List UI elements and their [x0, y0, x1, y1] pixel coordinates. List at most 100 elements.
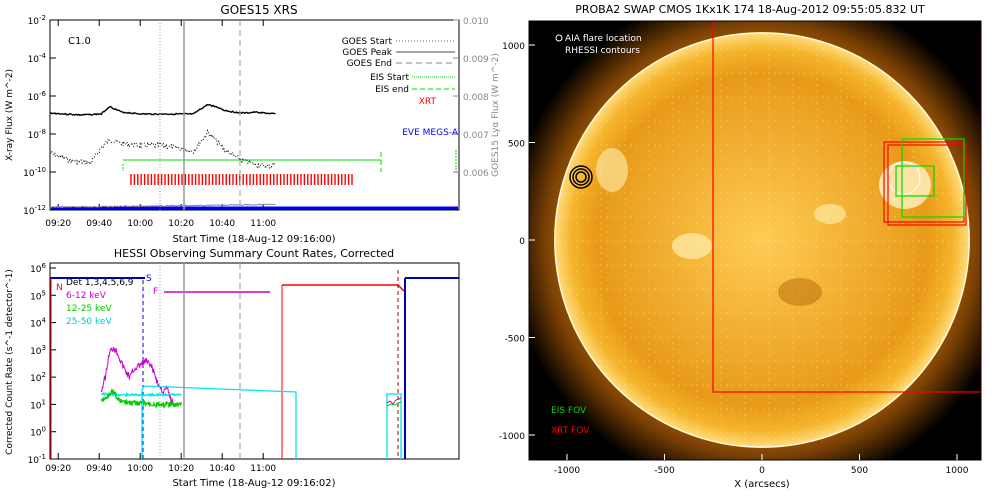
goes-y-tick-label: 10-6: [28, 90, 47, 103]
hessi-y-label: Corrected Count Rate (s^-1 detector^-1): [5, 269, 15, 455]
hessi-cyan-window: [141, 385, 297, 459]
goes-y-label-right: GOES15 Lyα Flux (W m^-2): [491, 53, 501, 177]
goes-y-tick-label: 10-12: [23, 204, 46, 217]
goes-panel: GOES15 XRS 09:20 09:40 10:00 10:20 10:40 11:0…: [5, 3, 501, 245]
active-region-4: [596, 148, 628, 192]
hessi-magenta-late: [386, 397, 402, 405]
legend-aia-swatch: [555, 34, 563, 42]
hessi-flag-f: F: [153, 287, 158, 297]
swap-y-axis: 1000 500 0 -500 -1000: [499, 42, 535, 442]
xrt-fov-large: [712, 21, 981, 393]
solar-grid: [555, 33, 969, 447]
legend-hessi-25-50: 25-50 keV: [66, 317, 112, 327]
hessi-x-tick-label: 10:40: [209, 464, 235, 474]
legend-aia-label: AIA flare location: [565, 34, 642, 44]
hessi-y-tick-label: 102: [30, 371, 46, 384]
hessi-y-tick-label: 104: [30, 317, 46, 330]
swap-x-axis: -1000 -500 0 500 1000: [554, 454, 969, 476]
legend-eis-start-label: EIS Start: [370, 73, 409, 83]
hessi-x-label: Start Time (18-Aug-12 09:16:02): [172, 478, 335, 489]
hessi-x-tick-label: 09:40: [86, 464, 112, 474]
legend-hessi-6-12: 6-12 keV: [66, 291, 107, 301]
hessi-y-tick-label: 103: [30, 344, 46, 357]
hessi-y-tick-label: 106: [30, 262, 46, 275]
goes-x-tick-label: 11:00: [250, 219, 276, 229]
swap-y-tick-label: -500: [505, 335, 526, 345]
rhessi-contour-2: [572, 168, 590, 186]
goes-y-tick-right-label: 0.010: [463, 17, 489, 27]
swap-title: PROBA2 SWAP CMOS 1Kx1K 174 18-Aug-2012 0…: [575, 3, 925, 16]
goes-y-axis: 10-2 10-4 10-6 10-8 10-10 10-12: [23, 14, 56, 217]
goes-x-axis: 09:20 09:40 10:00 10:20 10:40 11:00: [45, 20, 276, 229]
xrt-fov-2: [887, 144, 967, 226]
goes-plot-frame: [49, 19, 460, 211]
swap-y-tick-label: -1000: [499, 432, 525, 442]
legend-rhessi-swatch: [555, 46, 563, 54]
hessi-x-axis: 09:20 09:40 10:00 10:20 10:40 11:00: [45, 453, 276, 474]
eis-fov-1: [901, 138, 965, 218]
hessi-green-late: [386, 401, 402, 407]
goes-x-tick-label: 10:40: [209, 219, 235, 229]
solar-limb: [554, 32, 970, 448]
swap-y-tick-label: 0: [519, 237, 525, 247]
dark-region: [778, 278, 822, 306]
hessi-x-tick-label: 10:20: [168, 464, 194, 474]
hessi-panel: HESSI Observing Summary Count Rates, Cor…: [5, 247, 460, 489]
hessi-night-end: [397, 284, 405, 292]
goes-y-label: X-ray Flux (W m^-2): [5, 69, 15, 161]
swap-x-tick-label: 1000: [946, 466, 969, 476]
legend-hessi-det: Det 1,3,4,5,6,9: [66, 278, 134, 288]
goes-y-tick-right-label: 0.008: [463, 93, 489, 103]
goes-long-series: [49, 103, 276, 116]
goes-y-tick-right-label: 0.006: [463, 169, 489, 179]
hessi-plot-frame: [49, 262, 460, 460]
swap-x-tick-label: 500: [851, 466, 868, 476]
goes-legend: GOES Start GOES Peak GOES End EIS Start …: [342, 37, 459, 138]
hessi-title: HESSI Observing Summary Count Rates, Cor…: [114, 247, 394, 260]
swap-y-tick-label: 1000: [502, 42, 525, 52]
goes-lya-series: [49, 203, 276, 209]
swap-legend: AIA flare location RHESSI contours EIS F…: [551, 34, 642, 436]
hessi-y-tick-label: 101: [30, 398, 46, 411]
hessi-x-tick-label: 10:00: [127, 464, 153, 474]
hessi-y-tick-label: 105: [30, 289, 46, 302]
swap-x-label: X (arcsecs): [734, 479, 790, 490]
hessi-y-axis: 106 105 104 103 102 101 100 10-1: [28, 262, 56, 466]
goes-x-label: Start Time (18-Aug-12 09:16:00): [172, 234, 335, 245]
legend-goes-peak-label: GOES Peak: [342, 48, 392, 58]
hessi-flag-n: N: [56, 283, 63, 293]
goes-x-tick-label: 10:00: [127, 219, 153, 229]
swap-x-tick-label: -500: [654, 466, 675, 476]
goes-flare-class: C1.0: [68, 36, 91, 47]
rhessi-contour-3: [569, 165, 593, 189]
swap-image: [529, 21, 981, 460]
legend-goes-end-label: GOES End: [347, 59, 392, 69]
hessi-y-tick-label: 100: [30, 426, 46, 439]
rhessi-contour-1: [575, 171, 587, 183]
swap-x-tick-label: -1000: [554, 466, 580, 476]
goes-y-tick-label: 10-2: [28, 14, 46, 27]
legend-goes-start-label: GOES Start: [342, 37, 393, 47]
goes-y-tick-label: 10-8: [28, 128, 46, 141]
hessi-cyan-window-2: [386, 393, 402, 459]
legend-xrt-fov: XRT FOV: [551, 426, 590, 436]
goes-y-tick-right-label: 0.007: [463, 131, 489, 141]
legend-eis-end-label: EIS end: [375, 85, 409, 95]
hessi-legend: Det 1,3,4,5,6,9 6-12 keV 12-25 keV 25-50…: [66, 278, 134, 327]
goes-x-tick-label: 10:20: [168, 219, 194, 229]
goes-y-axis-right: 0.010 0.009 0.008 0.007 0.006: [453, 17, 489, 179]
eis-fov-2: [895, 165, 935, 197]
swap-panel: PROBA2 SWAP CMOS 1Kx1K 174 18-Aug-2012 0…: [499, 3, 982, 490]
legend-eve-label: EVE MEGS-A: [402, 128, 459, 138]
goes-y-tick-label: 10-10: [23, 166, 46, 179]
legend-eis-fov: EIS FOV: [551, 406, 587, 416]
legend-xrt-label: XRT: [419, 97, 437, 107]
swap-x-tick-label: 0: [759, 466, 765, 476]
hessi-flag-s: S: [146, 274, 152, 284]
goes-x-tick-label: 09:20: [45, 219, 71, 229]
goes-x-tick-label: 09:40: [86, 219, 112, 229]
legend-hessi-12-25: 12-25 keV: [66, 304, 112, 314]
active-region-1: [672, 233, 712, 259]
hessi-x-tick-label: 09:20: [45, 464, 71, 474]
